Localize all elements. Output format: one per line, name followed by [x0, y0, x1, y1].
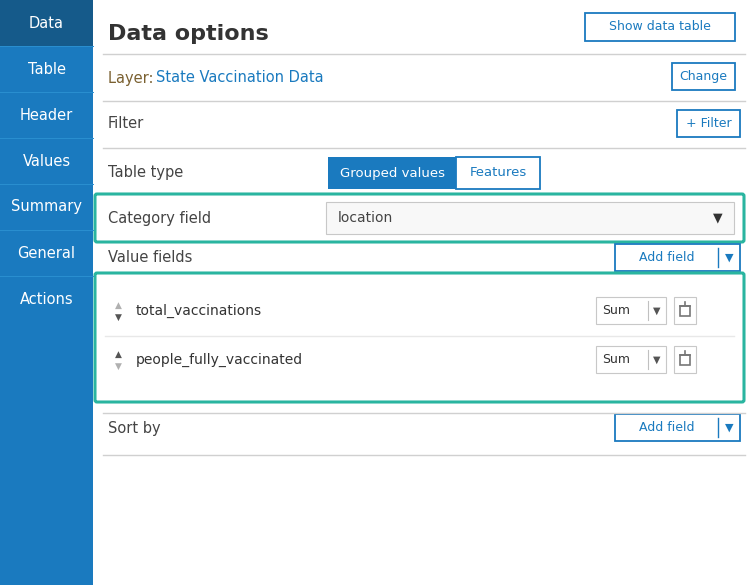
FancyBboxPatch shape [596, 346, 666, 373]
FancyBboxPatch shape [674, 297, 696, 324]
Text: + Filter: + Filter [686, 117, 731, 130]
Text: Features: Features [469, 167, 526, 180]
FancyBboxPatch shape [596, 297, 666, 324]
Text: people_fully_vaccinated: people_fully_vaccinated [136, 353, 303, 367]
Text: Summary: Summary [11, 199, 82, 215]
FancyBboxPatch shape [95, 273, 744, 402]
Text: location: location [338, 211, 393, 225]
Text: Sort by: Sort by [108, 421, 161, 435]
Text: ▼: ▼ [725, 253, 733, 263]
Text: Layer:: Layer: [108, 71, 158, 85]
Text: State Vaccination Data: State Vaccination Data [156, 71, 323, 85]
FancyBboxPatch shape [677, 110, 740, 137]
Text: ▼: ▼ [653, 355, 661, 364]
Text: Data options: Data options [108, 24, 268, 44]
FancyBboxPatch shape [674, 346, 696, 373]
Text: Show data table: Show data table [609, 20, 711, 33]
FancyBboxPatch shape [672, 63, 735, 90]
Text: Values: Values [23, 153, 71, 168]
Text: ▲: ▲ [114, 349, 121, 359]
Text: Add field: Add field [638, 251, 694, 264]
Text: Data: Data [29, 15, 64, 30]
Text: total_vaccinations: total_vaccinations [136, 304, 262, 318]
Text: ▼: ▼ [713, 212, 723, 225]
FancyBboxPatch shape [328, 157, 456, 189]
Text: Value fields: Value fields [108, 250, 193, 266]
Text: General: General [17, 246, 75, 260]
Text: Filter: Filter [108, 116, 144, 132]
FancyBboxPatch shape [585, 13, 735, 41]
Text: Grouped values: Grouped values [339, 167, 444, 180]
Text: ▲: ▲ [114, 301, 121, 309]
Text: ▼: ▼ [114, 362, 121, 370]
Text: Add field: Add field [638, 421, 694, 434]
Text: Table: Table [28, 61, 65, 77]
Text: Sum: Sum [602, 304, 630, 317]
FancyBboxPatch shape [0, 0, 93, 46]
FancyBboxPatch shape [456, 157, 540, 189]
FancyBboxPatch shape [615, 414, 740, 441]
Text: ▼: ▼ [653, 305, 661, 315]
Text: ▼: ▼ [114, 312, 121, 322]
Text: Header: Header [20, 108, 73, 122]
FancyBboxPatch shape [0, 0, 93, 585]
Text: Category field: Category field [108, 211, 211, 225]
Text: ▼: ▼ [725, 422, 733, 432]
Text: Table type: Table type [108, 166, 183, 181]
FancyBboxPatch shape [326, 202, 734, 234]
Text: Change: Change [680, 70, 727, 83]
Text: Sum: Sum [602, 353, 630, 366]
FancyBboxPatch shape [615, 244, 740, 271]
FancyBboxPatch shape [95, 194, 744, 242]
Text: Actions: Actions [20, 291, 73, 307]
